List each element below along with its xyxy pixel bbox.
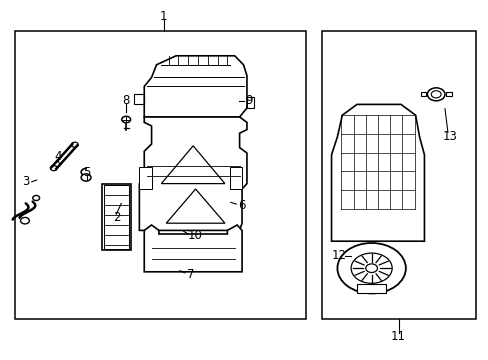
Circle shape (20, 217, 29, 224)
Polygon shape (144, 56, 246, 117)
Text: 2: 2 (112, 211, 120, 224)
Bar (445, 92, 451, 96)
Bar (321, 31, 475, 319)
Text: 5: 5 (83, 166, 91, 179)
Polygon shape (139, 117, 246, 230)
Polygon shape (166, 189, 224, 223)
Text: 1: 1 (160, 10, 167, 23)
Bar (102, 184, 131, 250)
Circle shape (350, 253, 391, 283)
Polygon shape (161, 146, 224, 184)
Bar (15, 31, 305, 319)
Bar (420, 92, 426, 96)
Text: 4: 4 (54, 150, 61, 163)
Text: 7: 7 (186, 268, 194, 281)
Polygon shape (144, 225, 242, 272)
Bar (103, 185, 129, 249)
Text: 11: 11 (390, 330, 405, 343)
Text: 9: 9 (245, 94, 253, 107)
Circle shape (50, 166, 57, 171)
Text: 10: 10 (187, 229, 202, 242)
Text: 12: 12 (331, 249, 346, 262)
Text: 3: 3 (22, 175, 30, 188)
Circle shape (337, 243, 405, 293)
Text: 8: 8 (122, 94, 130, 107)
Polygon shape (331, 104, 424, 241)
Circle shape (71, 142, 78, 147)
Circle shape (81, 174, 91, 181)
Circle shape (430, 91, 440, 98)
Text: 13: 13 (442, 130, 456, 143)
Bar (356, 284, 386, 293)
Bar (229, 167, 242, 189)
Circle shape (427, 88, 444, 101)
Circle shape (122, 116, 130, 123)
Circle shape (365, 264, 377, 273)
Bar (139, 167, 151, 189)
Text: 6: 6 (238, 199, 245, 212)
